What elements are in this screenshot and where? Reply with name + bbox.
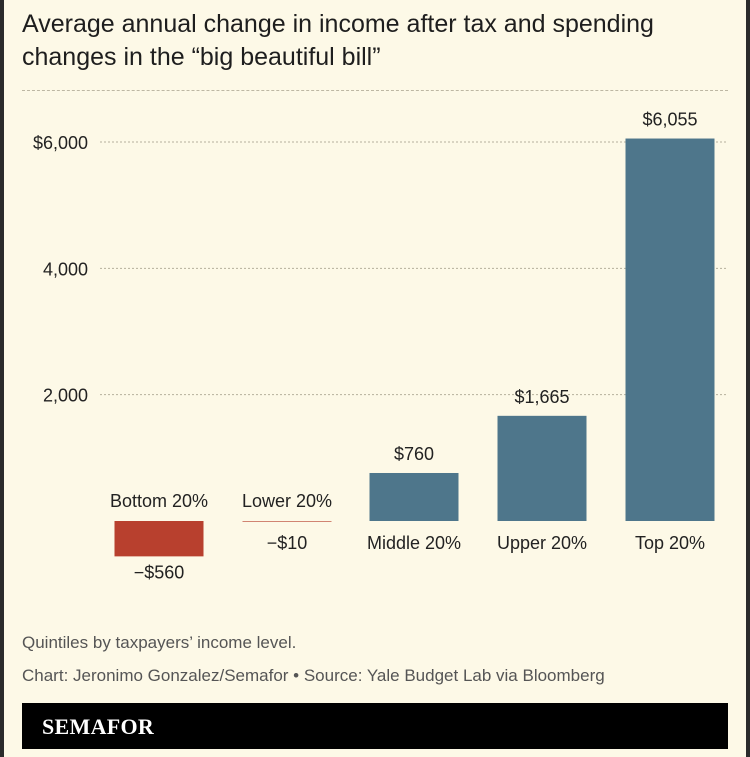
top-rule [22,90,728,91]
y-tick-label-1: 4,000 [43,259,88,279]
y-tick-label-2: 2,000 [43,386,88,406]
value-label-0: −$560 [134,562,185,582]
category-label-3: Upper 20% [497,533,587,553]
left-edge [0,0,4,757]
chart-title: Average annual change in income after ta… [22,10,654,71]
brand-bar: SEMAFOR [22,703,728,749]
value-label-4: $6,055 [642,110,697,130]
brand-logo: SEMAFOR [42,714,155,739]
bar-3 [497,415,587,521]
value-label-2: $760 [394,444,434,464]
y-tick-label-0: $6,000 [33,133,88,153]
bar-chart: $6,000 4,000 2,000 −$560 Bottom 20% −$10 Lower… [33,110,728,582]
right-edge [746,0,750,757]
category-label-0: Bottom 20% [110,491,208,511]
category-label-1: Lower 20% [242,491,332,511]
category-label-4: Top 20% [635,533,705,553]
category-label-2: Middle 20% [367,533,461,553]
value-label-1: −$10 [267,533,308,553]
value-label-3: $1,665 [514,387,569,407]
bar-2 [369,472,459,521]
bar-0 [114,521,204,557]
source-credit: Chart: Jeronimo Gonzalez/Semafor • Sourc… [22,666,605,685]
bar-4 [625,138,715,522]
footnote: Quintiles by taxpayers’ income level. [22,633,297,652]
bar-1 [242,521,332,522]
